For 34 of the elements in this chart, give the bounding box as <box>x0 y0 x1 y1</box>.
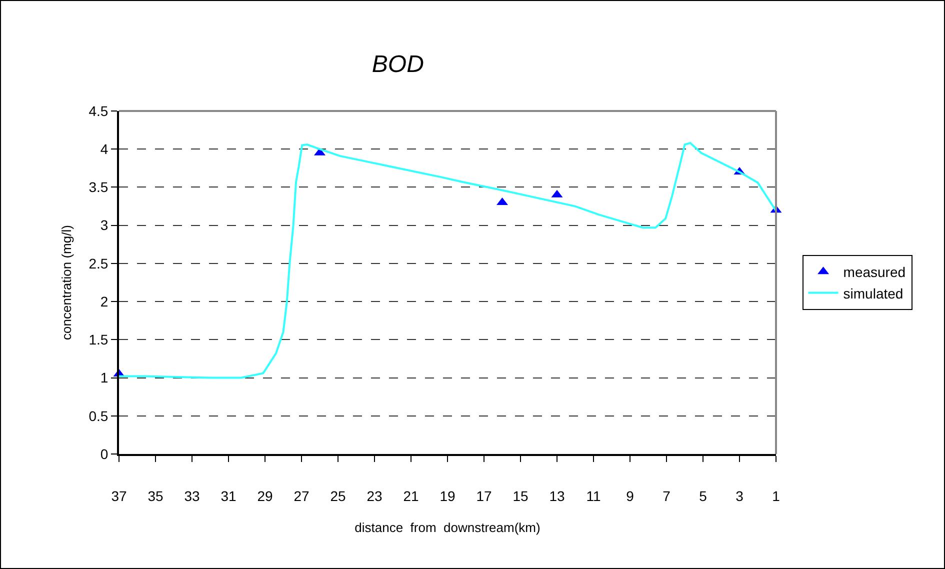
x-tick-label: 25 <box>330 488 346 504</box>
x-tick-label: 33 <box>184 488 200 504</box>
x-tick-label: 27 <box>294 488 310 504</box>
y-tick-label: 2 <box>100 293 108 310</box>
y-tick-label: 4 <box>100 141 108 158</box>
y-tick-label: 3.5 <box>88 179 108 196</box>
x-tick-label: 9 <box>626 488 634 504</box>
x-tick-label: 31 <box>220 488 236 504</box>
legend-label: simulated <box>843 285 904 302</box>
x-tick-label: 11 <box>586 488 601 504</box>
x-tick-label: 13 <box>549 488 565 504</box>
x-tick-label: 7 <box>662 488 671 504</box>
x-axis-title: distance from downstream(km) <box>354 520 540 535</box>
y-tick-label: 1 <box>100 370 108 386</box>
x-tick-label: 15 <box>512 488 528 504</box>
x-tick-label: 1 <box>772 488 780 504</box>
x-tick-label: 35 <box>148 488 164 504</box>
x-tick-label: 5 <box>699 488 708 504</box>
y-tick-label: 2.5 <box>88 255 108 272</box>
y-tick-label: 0 <box>100 446 108 462</box>
y-tick-label: 1.5 <box>88 332 108 348</box>
x-tick-label: 17 <box>476 488 492 504</box>
x-tick-label: 21 <box>403 488 419 504</box>
x-tick-label: 23 <box>366 488 382 504</box>
x-tick-label: 19 <box>440 488 456 504</box>
y-tick-label: 0.5 <box>88 408 108 424</box>
y-tick-label: 3 <box>100 217 108 234</box>
x-tick-label: 29 <box>257 488 273 504</box>
chart-title: BOD <box>372 50 424 78</box>
y-axis-title: concentration (mg/l) <box>59 225 74 340</box>
y-tick-label: 4.5 <box>88 102 108 119</box>
legend-label: measured <box>843 264 906 280</box>
x-tick-label: 3 <box>736 488 744 504</box>
x-tick-label: 37 <box>111 488 127 504</box>
